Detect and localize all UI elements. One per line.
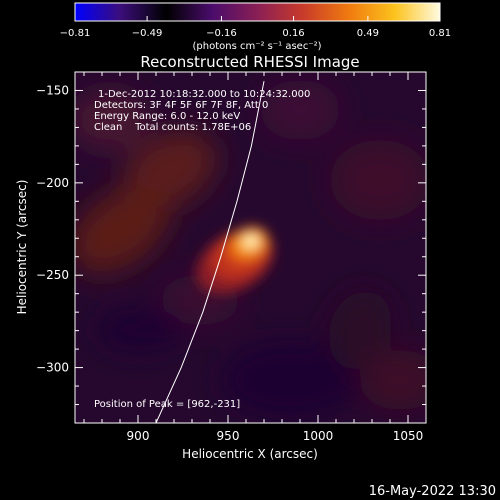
- colorbar: [74, 2, 441, 22]
- colorbar-tick-label: 0.16: [282, 28, 304, 39]
- x-axis-label: Heliocentric X (arcsec): [182, 447, 318, 461]
- y-tick-label: −300: [36, 361, 69, 375]
- y-tick-label: −200: [36, 176, 69, 190]
- colorbar-tick-label: 0.49: [357, 28, 379, 39]
- colorbar-tick-label: −0.16: [206, 28, 237, 39]
- x-tick-label: 950: [217, 429, 240, 443]
- colorbar-tick-label: −0.49: [132, 28, 163, 39]
- annotation-time: 1-Dec-2012 10:18:32.000 to 10:24:32.000: [98, 89, 310, 100]
- annotation-peak: Position of Peak = [962,-231]: [94, 399, 240, 410]
- x-tick-label: 900: [127, 429, 150, 443]
- colorbar-ticks: −0.81 −0.49 −0.16 0.16 0.49 0.81: [60, 16, 451, 39]
- x-tick-label: 1050: [393, 429, 424, 443]
- solar-limb-line: [155, 81, 265, 423]
- y-axis-label: Heliocentric Y (arcsec): [15, 180, 29, 315]
- colorbar-unit-label: (photons cm⁻² s⁻¹ asec⁻²): [192, 41, 321, 52]
- colorbar-tick-label: 0.81: [429, 28, 451, 39]
- y-tick-label: −250: [36, 268, 69, 282]
- footer-timestamp: 16-May-2022 13:30: [369, 484, 496, 499]
- chart-title: Reconstructed RHESSI Image: [140, 53, 359, 71]
- axis-ticks: 900 950 1000 1050 −150 −200 −250 −300: [36, 71, 427, 443]
- y-tick-label: −150: [36, 83, 69, 97]
- annotation-detectors: Detectors: 3F 4F 5F 6F 7F 8F, Att 0: [94, 100, 268, 111]
- x-tick-label: 1000: [303, 429, 334, 443]
- plot-frame: [74, 71, 427, 424]
- annotation-energy: Energy Range: 6.0 - 12.0 keV: [94, 111, 240, 122]
- colorbar-tick-label: −0.81: [60, 28, 91, 39]
- image-plot: [75, 72, 426, 423]
- annotation-counts: Clean Total counts: 1.78E+06: [94, 122, 251, 133]
